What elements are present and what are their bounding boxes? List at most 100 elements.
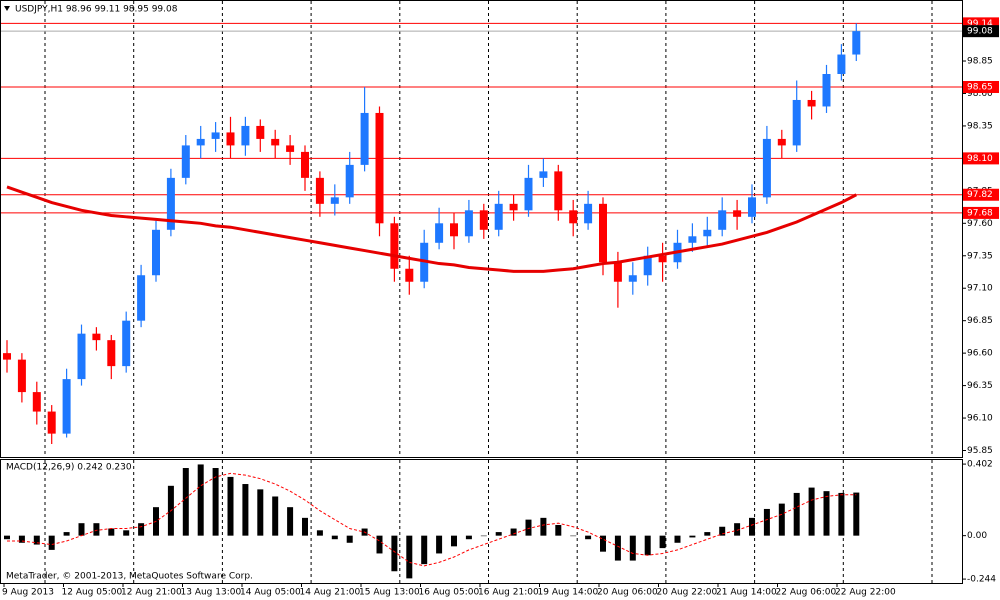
level-label: 97.68 xyxy=(967,208,993,218)
y-tick-label: 97.10 xyxy=(967,284,993,294)
candle-body xyxy=(688,236,697,243)
candle-body xyxy=(315,177,324,204)
candle-body xyxy=(286,145,295,152)
level-label: 99.14 xyxy=(967,19,993,29)
macd-bar xyxy=(734,523,741,536)
macd-bar xyxy=(600,535,606,552)
macd-bar xyxy=(674,535,681,543)
x-tick-label: 16 Aug 05:00 xyxy=(419,588,480,598)
x-tick-label: 12 Aug 05:00 xyxy=(62,588,123,598)
candle-body xyxy=(435,223,444,243)
macd-bar xyxy=(242,484,249,536)
level-label-bg xyxy=(963,80,999,93)
x-tick-label: 22 Aug 06:00 xyxy=(776,588,837,598)
y-tick-label: 98.35 xyxy=(967,121,993,131)
candle-body xyxy=(643,255,652,276)
candle-body xyxy=(47,411,56,434)
candle-body xyxy=(554,171,563,211)
candle-body xyxy=(62,379,71,434)
copyright: MetaTrader, © 2001-2013, MetaQuotes Soft… xyxy=(6,572,253,582)
x-tick-label: 22 Aug 22:00 xyxy=(835,588,896,598)
candle-body xyxy=(166,177,175,230)
candle-body xyxy=(777,138,786,146)
macd-bar xyxy=(644,535,651,556)
macd-bar xyxy=(465,535,472,540)
moving-average xyxy=(6,185,857,273)
candle-body xyxy=(509,203,518,211)
macd-bar xyxy=(302,517,308,536)
x-tick-label: 16 Aug 21:00 xyxy=(478,588,539,598)
macd-bar xyxy=(793,492,800,536)
macd-bar xyxy=(719,526,726,536)
candle-body xyxy=(569,210,578,224)
macd-bar xyxy=(4,535,10,540)
x-tick-label: 12 Aug 21:00 xyxy=(121,588,182,598)
candle-body xyxy=(256,125,265,139)
candle-body xyxy=(211,132,220,139)
candle-body xyxy=(852,31,861,55)
candle-body xyxy=(792,99,801,146)
x-tick-label: 21 Aug 14:00 xyxy=(716,588,777,598)
x-tick-label: 13 Aug 13:00 xyxy=(181,588,242,598)
last-price-bg xyxy=(963,25,999,38)
level-label: 98.65 xyxy=(967,82,993,92)
macd-bar xyxy=(555,524,562,536)
macd-bar xyxy=(763,508,770,536)
macd-bar xyxy=(108,528,115,536)
candle-body xyxy=(539,171,548,178)
candle-body xyxy=(494,203,503,230)
candle-body xyxy=(718,210,727,230)
y-tick-label: 96.85 xyxy=(967,316,993,326)
macd-bar xyxy=(346,535,353,543)
candle-body xyxy=(77,333,86,380)
candle-body xyxy=(703,229,712,237)
signal-line xyxy=(7,472,857,567)
candle-body xyxy=(345,164,354,198)
macd-bar xyxy=(406,535,413,579)
y-tick-label: 0.00 xyxy=(967,531,987,541)
candle-body xyxy=(360,112,369,165)
candle-body xyxy=(181,145,190,178)
macd-bar xyxy=(63,532,70,536)
candle-body xyxy=(226,132,235,146)
macd-bar xyxy=(197,464,204,536)
macd-bar xyxy=(495,532,502,536)
last-price-label: 99.08 xyxy=(967,27,993,37)
candle-body xyxy=(137,275,146,321)
y-tick-label: 97.35 xyxy=(967,251,993,261)
macd-bar xyxy=(123,530,130,536)
candle-body xyxy=(122,320,131,367)
y-tick-label: -0.244 xyxy=(967,575,996,585)
symbol-title: USDJPY,H1 98.96 99.11 98.95 99.08 xyxy=(15,5,178,15)
x-tick-label: 9 Aug 2013 xyxy=(2,588,54,598)
x-tick-label: 15 Aug 13:00 xyxy=(359,588,420,598)
macd-bar xyxy=(287,507,294,536)
candle-body xyxy=(390,223,399,269)
macd-bar xyxy=(749,517,755,536)
candle-body xyxy=(822,74,831,107)
candle-body xyxy=(479,210,488,230)
macd-bar xyxy=(138,523,145,536)
macd-bar xyxy=(838,492,845,536)
candle-body xyxy=(584,203,593,224)
candle-body xyxy=(330,197,339,204)
y-tick-label: 98.60 xyxy=(967,89,993,99)
y-tick-label: 97.60 xyxy=(967,219,993,229)
candle-body xyxy=(464,210,473,237)
candle-body xyxy=(613,262,622,282)
candle-body xyxy=(3,353,11,360)
macd-title: MACD(12,26,9) 0.242 0.230 xyxy=(6,463,132,473)
candle-body xyxy=(733,210,742,217)
x-tick-label: 14 Aug 05:00 xyxy=(240,588,301,598)
candle-body xyxy=(92,333,101,341)
candle-body xyxy=(301,151,309,178)
candle-body xyxy=(405,268,414,282)
macd-bar xyxy=(33,535,40,545)
macd-bar xyxy=(525,519,532,536)
macd-panel xyxy=(0,459,963,584)
macd-bar xyxy=(823,491,830,536)
macd-bar xyxy=(48,535,55,550)
menu-triangle[interactable] xyxy=(4,6,10,11)
y-tick-label: 95.85 xyxy=(967,446,993,456)
